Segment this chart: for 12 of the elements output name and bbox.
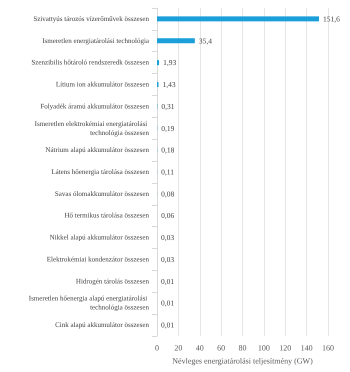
- x-tick-label: 60: [217, 344, 226, 352]
- x-tick-label: 140: [300, 344, 313, 352]
- x-tick-label: 20: [174, 344, 182, 352]
- x-tick-label: 0: [155, 344, 159, 352]
- x-axis-title: Névleges energiatárolási teljesítmény (GW): [172, 356, 314, 366]
- x-tick-label: 160: [322, 344, 334, 352]
- x-tick-label: 40: [196, 344, 204, 352]
- bar: [157, 16, 320, 22]
- x-tick-label: 120: [279, 344, 292, 352]
- bar: [157, 38, 195, 44]
- x-tick-label: 80: [238, 344, 246, 352]
- x-tick-label: 100: [258, 344, 270, 352]
